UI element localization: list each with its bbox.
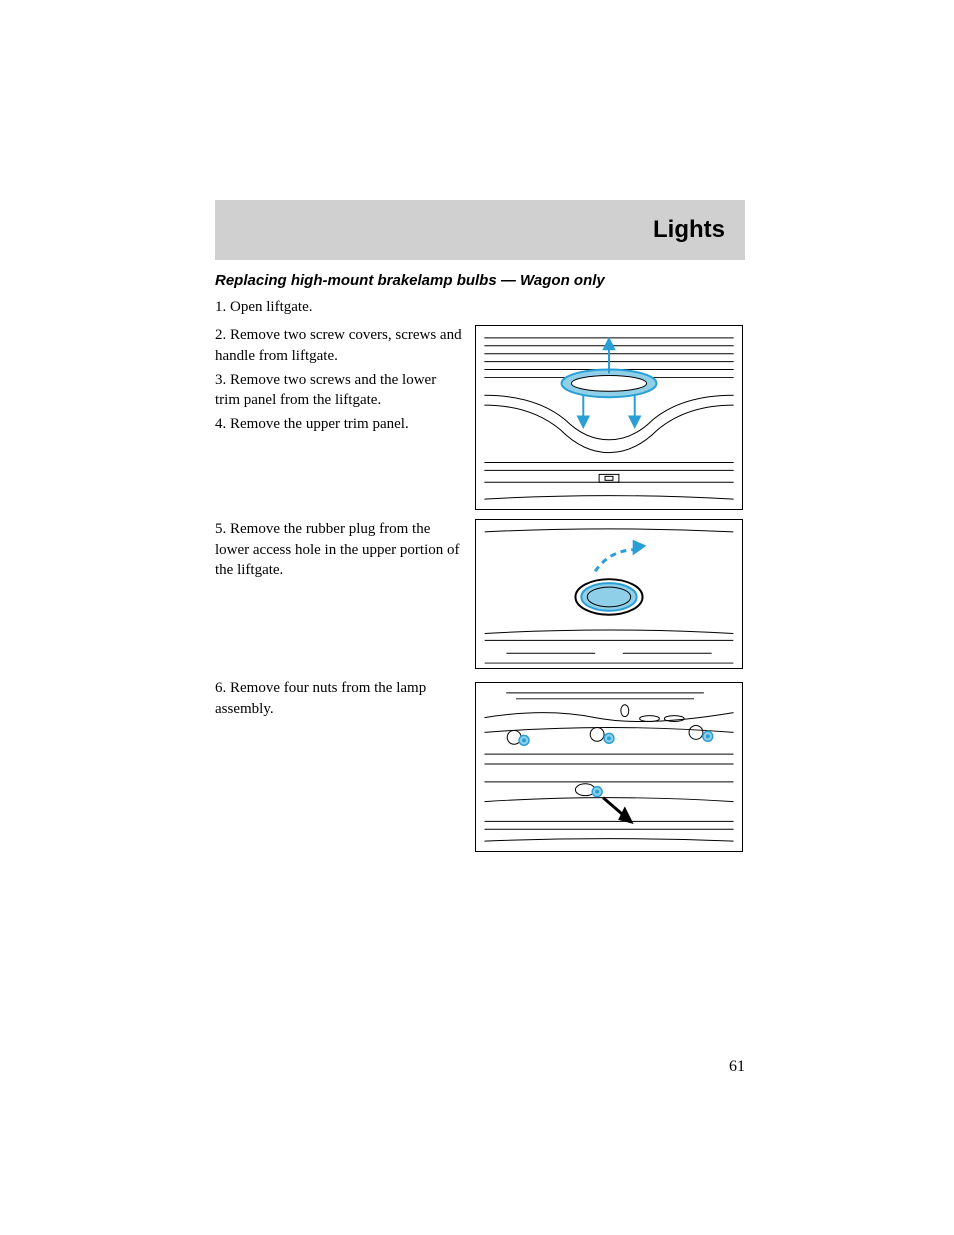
row-fig2: 5. Remove the rubber plug from the lower…: [215, 519, 745, 674]
header-bar: Lights: [215, 200, 745, 260]
header-title: Lights: [653, 216, 725, 244]
figure-1-col: [475, 325, 745, 515]
figure-2-col: [475, 519, 745, 674]
step-6: 6. Remove four nuts from the lamp assemb…: [215, 678, 463, 719]
figure-3-col: [475, 678, 745, 857]
section-heading: Replacing high-mount brakelamp bulbs — W…: [215, 272, 745, 289]
row-fig3: 6. Remove four nuts from the lamp assemb…: [215, 678, 745, 857]
text-col-2: 5. Remove the rubber plug from the lower…: [215, 519, 463, 674]
text-col-1: 2. Remove two screw covers, screws and h…: [215, 325, 463, 515]
rubber-plug-diagram: [475, 519, 743, 669]
step-3: 3. Remove two screws and the lower trim …: [215, 370, 463, 411]
step-2: 2. Remove two screw covers, screws and h…: [215, 325, 463, 366]
lamp-nuts-diagram: [475, 682, 743, 852]
page-container: Lights Replacing high-mount brakelamp bu…: [215, 200, 745, 861]
step-5: 5. Remove the rubber plug from the lower…: [215, 519, 463, 580]
step-1: 1. Open liftgate.: [215, 297, 745, 317]
liftgate-handle-diagram: [475, 325, 743, 510]
row-fig1: 2. Remove two screw covers, screws and h…: [215, 325, 745, 515]
text-col-3: 6. Remove four nuts from the lamp assemb…: [215, 678, 463, 857]
page-number: 61: [729, 1058, 745, 1076]
step-4: 4. Remove the upper trim panel.: [215, 414, 463, 434]
